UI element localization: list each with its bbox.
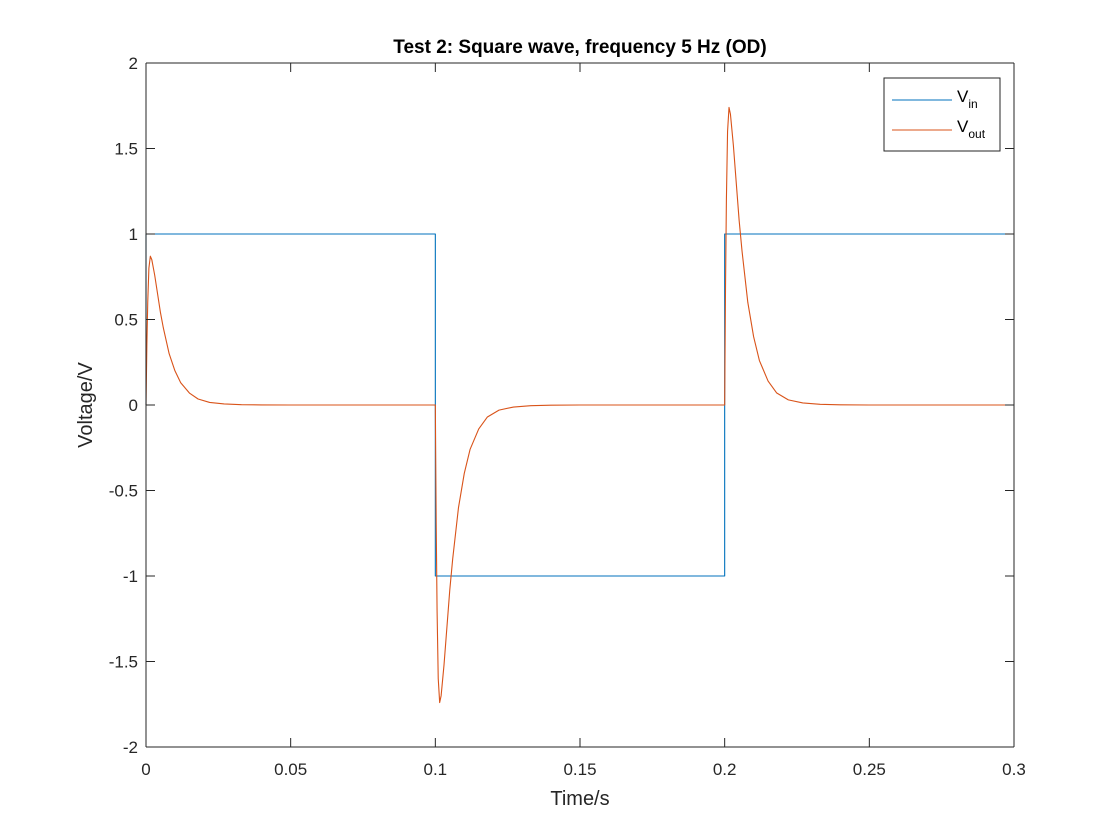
y-tick-label: -2 [123,738,138,757]
x-tick-label: 0.1 [424,760,448,779]
x-tick-label: 0.2 [713,760,737,779]
x-axis-label: Time/s [550,788,609,810]
y-tick-label: -1.5 [109,653,138,672]
y-tick-label: 0.5 [114,311,138,330]
y-tick-label: 1.5 [114,140,138,159]
y-tick-label: -0.5 [109,482,138,501]
chart-title: Test 2: Square wave, frequency 5 Hz (OD) [393,37,766,58]
axes-layer: 0 0.05 0.1 0.15 0.2 0.25 0.3 -2 -1.5 -1 -0.5 0 0.5 1 1… [109,54,1026,779]
y-tick-label: -1 [123,567,138,586]
y-tick-label: 1 [129,225,138,244]
y-tick-label: 2 [129,54,138,73]
x-tick-label: 0.15 [563,760,596,779]
series-line-v-out [145,106,1014,704]
legend-box [883,77,1001,152]
x-tick-label: 0 [141,760,150,779]
y-axis-label: Voltage/V [75,362,97,448]
x-tick-label: 0.25 [853,760,886,779]
x-tick-label: 0.05 [274,760,307,779]
y-tick-label: 0 [129,396,138,415]
x-tick-label: 0.3 [1002,760,1026,779]
